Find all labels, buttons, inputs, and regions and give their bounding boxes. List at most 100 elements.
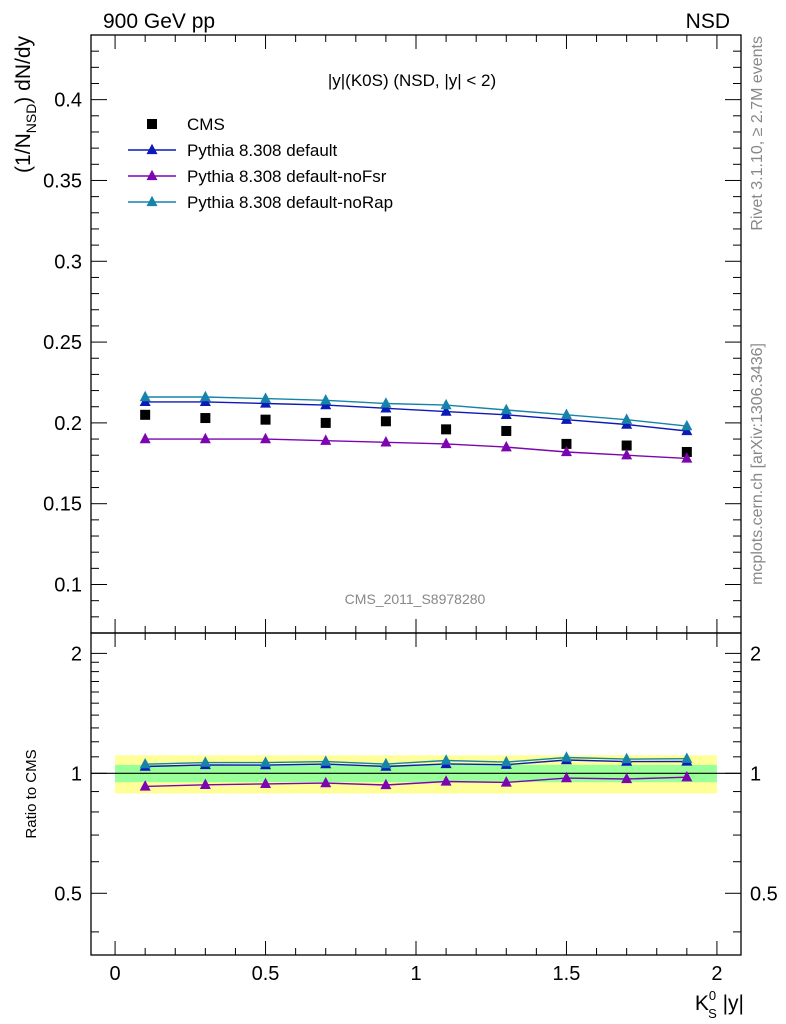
mcplots-label: mcplots.cern.ch [arXiv:1306.3436]: [749, 343, 766, 585]
data-point: [140, 409, 151, 420]
data-point: [681, 452, 693, 463]
watermark: CMS_2011_S8978280: [345, 591, 486, 607]
series-line: [145, 401, 687, 432]
series-1: [139, 395, 693, 436]
data-point: [621, 440, 632, 451]
ratio-point: [139, 780, 151, 791]
ratio-point: [440, 775, 452, 786]
ratio-point: [260, 777, 272, 789]
x-tick-label: 0.5: [252, 963, 280, 985]
main-y-tick-labels: 0.1 0.15 0.2 0.25 0.3 0.35 0.4: [43, 90, 82, 597]
ratio-point: [681, 752, 693, 763]
data-point: [320, 393, 332, 405]
data-point: [501, 425, 512, 436]
x-tick-label: 1: [410, 963, 421, 985]
legend-label: Pythia 8.308 default: [187, 141, 338, 160]
data-point: [380, 436, 392, 447]
data-point: [380, 416, 391, 427]
data-point: [320, 434, 332, 445]
ratio-line: [145, 756, 687, 765]
legend-label: Pythia 8.308 default-noRap: [187, 193, 393, 212]
ratio-point: [139, 757, 151, 769]
ratio-y-tick-label-right: 0.5: [750, 883, 778, 905]
data-point: [561, 438, 572, 449]
ratio-x-tick-labels: 0 0.5 1 1.5 2: [110, 963, 723, 985]
legend-marker: [147, 119, 157, 129]
legend-label: Pythia 8.308 default-noFsr: [187, 167, 387, 186]
main-panel: 0.1 0.15 0.2 0.25 0.3 0.35 0.4 |y|(K0S) (NSD, …: [12, 34, 742, 634]
data-point: [441, 424, 452, 435]
ratio-y-tick-label-right: 1: [750, 763, 761, 785]
ratio-point: [500, 755, 512, 767]
data-point: [681, 446, 692, 457]
ratio-series: [139, 751, 693, 791]
header-right: NSD: [686, 10, 730, 33]
main-y-tick-label: 0.25: [43, 332, 82, 354]
legend-item: Pythia 8.308 default-noFsr: [128, 167, 387, 186]
data-point: [621, 413, 633, 424]
x-tick-label: 2: [711, 963, 722, 985]
ratio-point: [500, 776, 512, 787]
main-series: [139, 390, 693, 463]
rivet-label: Rivet 3.1.10, ≥ 2.7M events: [749, 36, 766, 231]
data-point: [681, 419, 693, 431]
series-3: [139, 390, 693, 431]
legend-item: Pythia 8.308 default-noRap: [128, 193, 393, 212]
ratio-point: [380, 757, 392, 769]
data-point: [621, 448, 633, 460]
ratio-y-axis-label: Ratio to CMS: [23, 749, 40, 838]
main-title: |y|(K0S) (NSD, |y| < 2): [328, 71, 496, 90]
data-point: [500, 440, 512, 452]
ratio-axes-ticks: [91, 633, 741, 955]
data-point: [199, 390, 211, 402]
series-2: [139, 432, 693, 463]
data-point: [260, 432, 272, 444]
ratio-frame: [90, 632, 742, 956]
main-y-tick-label: 0.1: [54, 575, 82, 597]
ratio-y-tick-label: 0.5: [54, 883, 82, 905]
data-point: [139, 432, 151, 444]
legend-marker: [146, 195, 158, 207]
data-point: [440, 437, 452, 449]
main-y-tick-label: 0.4: [54, 90, 82, 112]
data-point: [440, 398, 452, 410]
data-point: [199, 432, 211, 444]
ratio-y-tick-label: 2: [71, 643, 82, 665]
ratio-point: [621, 752, 633, 764]
legend-marker: [146, 169, 158, 181]
main-axes-ticks: [91, 34, 741, 634]
data-point: [440, 405, 452, 416]
ratio-point: [199, 756, 211, 767]
series-line: [145, 438, 687, 460]
data-point: [139, 390, 151, 402]
ratio-point: [560, 751, 572, 762]
ratio-point: [199, 778, 211, 789]
ratio-point: [320, 776, 332, 788]
data-point: [380, 397, 392, 408]
main-y-tick-label: 0.2: [54, 413, 82, 435]
ratio-point: [621, 772, 633, 784]
series-0: [140, 409, 692, 457]
main-y-axis-label: (1/NNSD) dN/dy: [12, 36, 39, 173]
data-point: [320, 417, 331, 428]
ratio-panel: 0.5 0.5 1 1 2 2 0 0.5 1 1.5 2 Ratio to CMS K0 S |y…: [23, 632, 778, 1021]
data-point: [260, 414, 271, 425]
ratio-point: [380, 778, 392, 790]
ratio-y-tick-label-right: 2: [750, 643, 761, 665]
legend-marker: [146, 143, 158, 155]
ratio-point: [681, 770, 693, 782]
legend-item: Pythia 8.308 default: [128, 141, 338, 160]
ratio-y-tick-labels: 0.5 0.5 1 1 2 2: [54, 643, 778, 905]
ratio-point: [260, 756, 272, 767]
ratio-series-2: [139, 751, 693, 769]
data-point: [560, 408, 572, 419]
series-line: [145, 396, 687, 427]
ratio-line: [145, 776, 687, 788]
ratio-point: [560, 771, 572, 783]
ratio-line: [145, 759, 687, 768]
data-point: [200, 413, 211, 424]
header-left: 900 GeV pp: [103, 10, 215, 33]
ratio-point: [440, 754, 452, 765]
x-tick-label: 0: [110, 963, 121, 985]
